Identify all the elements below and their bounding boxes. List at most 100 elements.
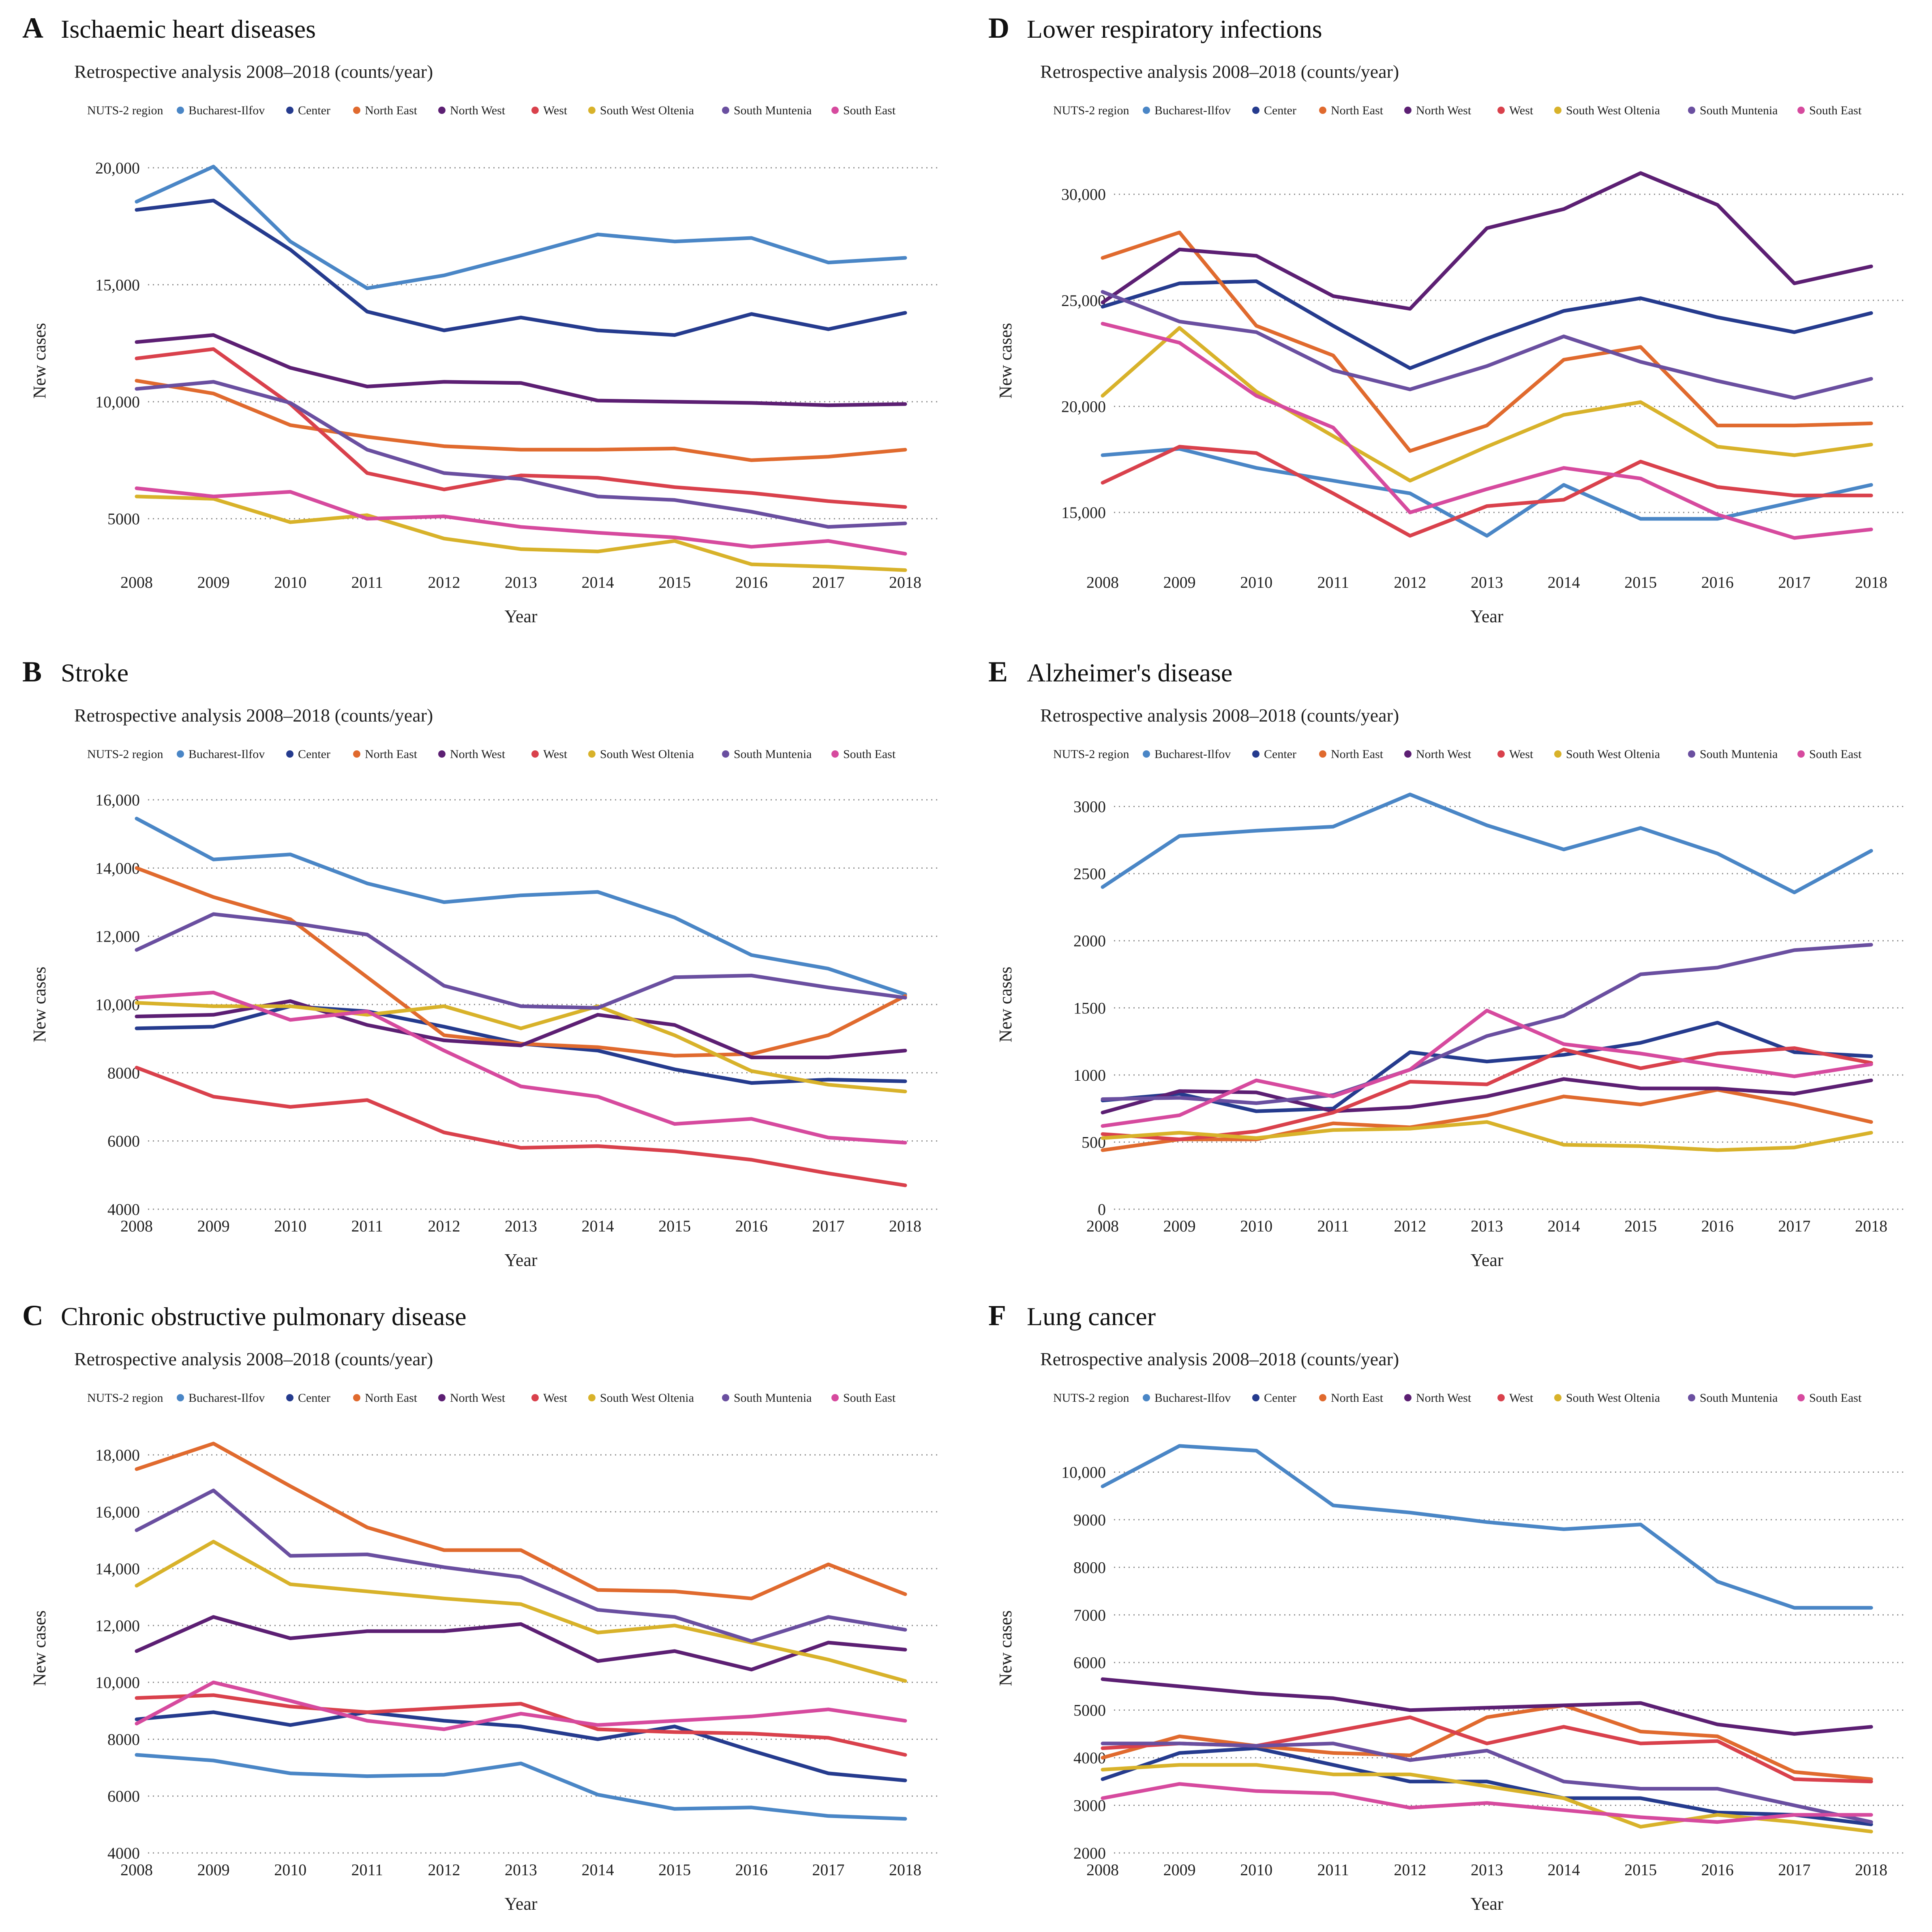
x-tick-label: 2009 — [197, 573, 230, 591]
y-tick-label: 12,000 — [95, 1617, 140, 1635]
legend-marker — [722, 1394, 729, 1401]
y-tick-label: 9000 — [1073, 1511, 1106, 1529]
chart-title: Ischaemic heart diseases — [61, 15, 316, 43]
legend-marker — [831, 1394, 839, 1401]
legend-marker — [1554, 1394, 1561, 1401]
series-line-south-muntenia — [135, 380, 907, 529]
x-tick-label: 2016 — [735, 573, 768, 591]
y-tick-label: 8000 — [1073, 1558, 1106, 1576]
legend-marker — [286, 750, 293, 758]
chart-svg: E Alzheimer's disease Retrospective analys… — [988, 655, 1906, 1270]
legend-marker — [588, 750, 595, 758]
legend-marker — [1797, 750, 1805, 758]
legend-marker — [1554, 107, 1561, 114]
legend-marker — [438, 107, 446, 114]
y-tick-label: 6000 — [1073, 1654, 1106, 1672]
series-line-south-muntenia — [135, 912, 907, 1010]
legend-marker — [286, 1394, 293, 1401]
x-tick-label: 2011 — [351, 1217, 383, 1235]
legend-marker — [1554, 750, 1561, 758]
series-line-west — [135, 1693, 907, 1757]
y-tick-label: 500 — [1082, 1133, 1106, 1151]
legend-entry: North East — [1331, 748, 1384, 761]
chart-subtitle: Retrospective analysis 2008–2018 (counts… — [1040, 61, 1399, 82]
legend-entry: Center — [1264, 104, 1296, 117]
x-axis-title: Year — [504, 606, 537, 626]
y-tick-label: 10,000 — [1061, 1463, 1106, 1481]
x-tick-label: 2015 — [1624, 1861, 1657, 1879]
chart-panel-f: F Lung cancer Retrospective analysis 2008–… — [966, 1287, 1932, 1931]
y-axis-title: New cases — [996, 967, 1015, 1043]
legend-marker — [531, 107, 539, 114]
x-tick-label: 2008 — [120, 1861, 153, 1879]
y-tick-label: 14,000 — [95, 859, 140, 877]
x-tick-label: 2018 — [1855, 1861, 1887, 1879]
x-tick-label: 2016 — [735, 1861, 768, 1879]
legend-marker — [177, 107, 184, 114]
legend-entry: Bucharest-Ilfov — [188, 104, 265, 117]
series-line-south-east — [1101, 1009, 1873, 1128]
y-tick-label: 8000 — [107, 1064, 140, 1082]
x-tick-label: 2018 — [889, 573, 921, 591]
x-tick-label: 2012 — [1394, 573, 1426, 591]
x-tick-label: 2013 — [1471, 1217, 1503, 1235]
y-tick-label: 7000 — [1073, 1606, 1106, 1624]
legend-marker — [177, 750, 184, 758]
chart-panel-c: C Chronic obstructive pulmonary disease Re… — [0, 1287, 966, 1931]
series-line-center — [1101, 1746, 1873, 1826]
chart-title: Lower respiratory infections — [1027, 15, 1322, 43]
y-axis-title: New cases — [996, 323, 1015, 399]
y-tick-label: 6000 — [107, 1132, 140, 1150]
series-line-bucharest-ilfov — [135, 165, 907, 290]
panel-letter: A — [22, 12, 43, 44]
series-line-north-west — [135, 1615, 907, 1672]
y-tick-label: 5000 — [1073, 1701, 1106, 1720]
x-tick-label: 2013 — [505, 1217, 537, 1235]
legend-entry: North East — [365, 1391, 418, 1405]
legend-marker — [1404, 107, 1412, 114]
legend-marker — [1404, 750, 1412, 758]
x-tick-label: 2008 — [120, 1217, 153, 1235]
legend-marker — [1252, 107, 1259, 114]
chart-panel-e: E Alzheimer's disease Retrospective analys… — [966, 644, 1932, 1287]
legend-marker — [1688, 1394, 1695, 1401]
legend-marker — [1497, 1394, 1505, 1401]
series-line-center — [135, 199, 907, 337]
legend-entry: North West — [450, 748, 505, 761]
x-tick-label: 2014 — [1548, 1861, 1580, 1879]
legend-marker — [353, 107, 360, 114]
series-line-south-west-oltenia — [135, 1540, 907, 1683]
series-line-west — [1101, 1046, 1873, 1142]
y-tick-label: 10,000 — [95, 393, 140, 411]
legend-marker — [588, 107, 595, 114]
legend-entry: Center — [298, 1391, 330, 1405]
legend-entry: North West — [450, 104, 505, 117]
x-tick-label: 2011 — [1317, 1217, 1349, 1235]
chart-panel-a: A Ischaemic heart diseases Retrospective a… — [0, 0, 966, 644]
legend-marker — [722, 750, 729, 758]
x-tick-label: 2014 — [1548, 1217, 1580, 1235]
series-line-bucharest-ilfov — [1101, 1444, 1873, 1610]
chart-svg: D Lower respiratory infections Retrospecti… — [988, 12, 1906, 626]
y-tick-label: 1500 — [1073, 999, 1106, 1017]
legend-entry: South West Oltenia — [600, 748, 694, 761]
legend-label: NUTS-2 region — [1053, 1391, 1129, 1405]
panel-letter: E — [988, 655, 1008, 688]
legend-entry: West — [543, 748, 568, 761]
y-tick-label: 16,000 — [95, 791, 140, 809]
series-line-north-west — [1101, 1677, 1873, 1736]
x-tick-label: 2011 — [351, 1861, 383, 1879]
x-tick-label: 2009 — [197, 1217, 230, 1235]
legend-marker — [1497, 107, 1505, 114]
series-line-south-muntenia — [1101, 943, 1873, 1105]
legend-marker — [722, 107, 729, 114]
x-tick-label: 2012 — [1394, 1217, 1426, 1235]
y-tick-label: 14,000 — [95, 1560, 140, 1578]
series-line-north-west — [1101, 171, 1873, 311]
x-axis-title: Year — [1470, 606, 1503, 626]
series-line-south-east — [135, 991, 907, 1145]
y-tick-label: 3000 — [1073, 1797, 1106, 1815]
x-tick-label: 2018 — [889, 1861, 921, 1879]
chart-title: Stroke — [61, 658, 129, 687]
x-tick-label: 2018 — [1855, 573, 1887, 591]
